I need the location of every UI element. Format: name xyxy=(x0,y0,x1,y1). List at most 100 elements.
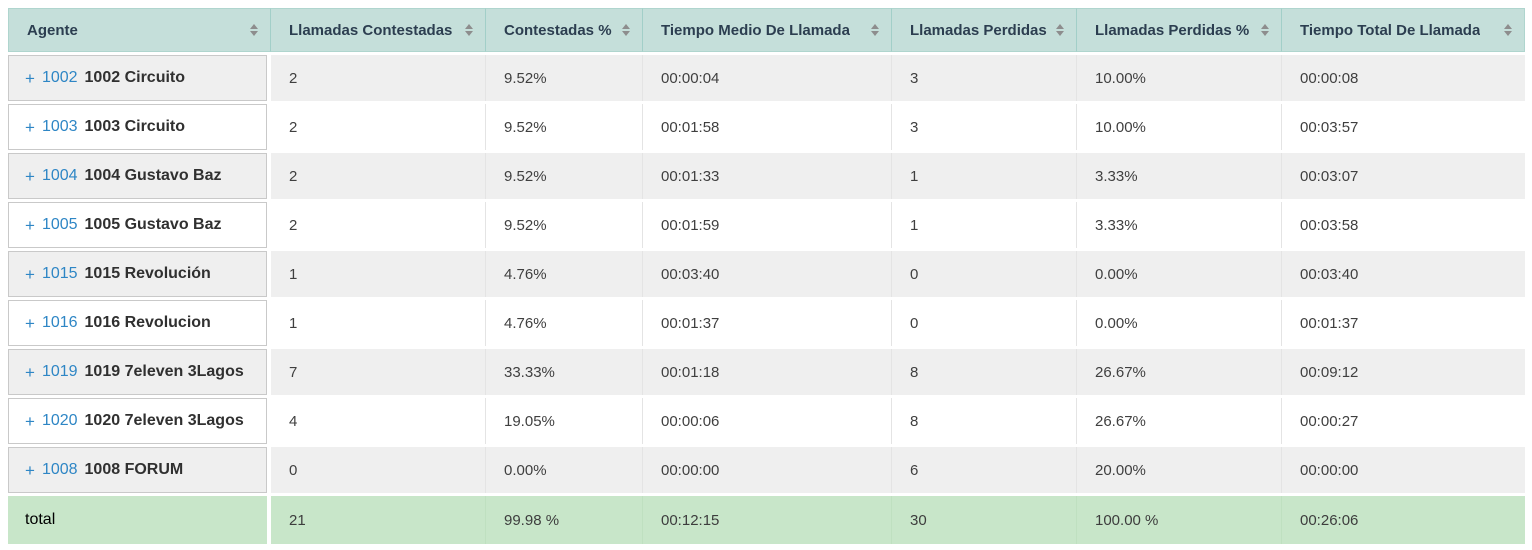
sort-icon[interactable] xyxy=(871,24,879,36)
cell-missed_pct: 3.33% xyxy=(1077,153,1282,199)
cell-missed_pct: 0.00% xyxy=(1077,251,1282,297)
agent-box: +1005 1005 Gustavo Baz xyxy=(8,202,267,248)
sort-desc-triangle-icon xyxy=(622,31,630,36)
agent-extension-link[interactable]: 1008 xyxy=(41,461,78,478)
agent-extension-link[interactable]: 1002 xyxy=(41,69,78,86)
cell-missed: 8 xyxy=(892,349,1077,395)
cell-agent: +1015 1015 Revolución xyxy=(8,251,271,297)
expand-row-icon[interactable]: + xyxy=(25,264,35,284)
sort-icon[interactable] xyxy=(1504,24,1512,36)
agent-extension-link[interactable]: 1019 xyxy=(41,363,78,380)
sort-desc-triangle-icon xyxy=(250,31,258,36)
cell-agent: +1020 1020 7eleven 3Lagos xyxy=(8,398,271,444)
column-header-label: Llamadas Contestadas xyxy=(289,21,453,39)
sort-asc-triangle-icon xyxy=(871,24,879,29)
expand-row-icon[interactable]: + xyxy=(25,117,35,137)
column-header-missed_pct[interactable]: Llamadas Perdidas % xyxy=(1077,8,1282,52)
expand-row-icon[interactable]: + xyxy=(25,68,35,88)
table-row: +1016 1016 Revolucion 1 4.76% 00:01:37 0 0.00%… xyxy=(8,300,1525,346)
cell-avg_time: 00:00:06 xyxy=(643,398,892,444)
agent-name: 1004 Gustavo Baz xyxy=(84,167,222,184)
cell-missed: 1 xyxy=(892,202,1077,248)
cell-agent: +1008 1008 FORUM xyxy=(8,447,271,493)
cell-total_time: 00:03:58 xyxy=(1282,202,1525,248)
column-header-agent[interactable]: Agente xyxy=(8,8,271,52)
agent-box: +1004 1004 Gustavo Baz xyxy=(8,153,267,199)
cell-missed: 1 xyxy=(892,153,1077,199)
sort-desc-triangle-icon xyxy=(1056,31,1064,36)
table-body: +1002 1002 Circuito 2 9.52% 00:00:04 3 10.00% 0… xyxy=(8,55,1525,544)
expand-row-icon[interactable]: + xyxy=(25,362,35,382)
sort-icon[interactable] xyxy=(465,24,473,36)
total-row: total 21 99.98 % 00:12:15 30 100.00 % 00:26:06 xyxy=(8,496,1525,544)
table-row: +1004 1004 Gustavo Baz 2 9.52% 00:01:33 1 3.33… xyxy=(8,153,1525,199)
cell-answered_pct: 4.76% xyxy=(486,251,643,297)
cell-answered: 1 xyxy=(271,300,486,346)
agent-extension-link[interactable]: 1003 xyxy=(41,118,78,135)
cell-total_time: 00:00:00 xyxy=(1282,447,1525,493)
sort-desc-triangle-icon xyxy=(871,31,879,36)
sort-desc-triangle-icon xyxy=(465,31,473,36)
expand-row-icon[interactable]: + xyxy=(25,460,35,480)
sort-asc-triangle-icon xyxy=(1056,24,1064,29)
agent-extension-link[interactable]: 1016 xyxy=(41,314,78,331)
agent-name: 1005 Gustavo Baz xyxy=(84,216,222,233)
agent-extension-link[interactable]: 1005 xyxy=(41,216,78,233)
expand-row-icon[interactable]: + xyxy=(25,215,35,235)
column-header-label: Llamadas Perdidas % xyxy=(1095,21,1250,39)
column-header-label: Tiempo Total De Llamada xyxy=(1300,21,1481,39)
cell-missed_pct: 3.33% xyxy=(1077,202,1282,248)
cell-agent: +1016 1016 Revolucion xyxy=(8,300,271,346)
cell-answered: 7 xyxy=(271,349,486,395)
cell-missed_pct: 26.67% xyxy=(1077,349,1282,395)
cell-answered_pct: 9.52% xyxy=(486,202,643,248)
cell-answered_pct: 0.00% xyxy=(486,447,643,493)
column-header-answered_pct[interactable]: Contestadas % xyxy=(486,8,643,52)
cell-answered: 2 xyxy=(271,202,486,248)
sort-asc-triangle-icon xyxy=(465,24,473,29)
expand-row-icon[interactable]: + xyxy=(25,411,35,431)
column-header-answered[interactable]: Llamadas Contestadas xyxy=(271,8,486,52)
cell-missed: 0 xyxy=(892,300,1077,346)
table-row: +1002 1002 Circuito 2 9.52% 00:00:04 3 10.00% 0… xyxy=(8,55,1525,101)
cell-answered: 2 xyxy=(271,55,486,101)
agent-extension-link[interactable]: 1020 xyxy=(41,412,78,429)
agent-name: 1003 Circuito xyxy=(84,118,186,135)
agent-box: +1008 1008 FORUM xyxy=(8,447,267,493)
column-header-avg_time[interactable]: Tiempo Medio De Llamada xyxy=(643,8,892,52)
cell-avg_time: 00:03:40 xyxy=(643,251,892,297)
cell-missed: 8 xyxy=(892,398,1077,444)
table-row: +1019 1019 7eleven 3Lagos 7 33.33% 00:01:18 8… xyxy=(8,349,1525,395)
cell-total-label: total xyxy=(8,496,271,544)
sort-icon[interactable] xyxy=(1261,24,1269,36)
cell-answered: 2 xyxy=(271,153,486,199)
agent-extension-link[interactable]: 1004 xyxy=(41,167,78,184)
sort-asc-triangle-icon xyxy=(622,24,630,29)
sort-icon[interactable] xyxy=(1056,24,1064,36)
cell-agent: +1019 1019 7eleven 3Lagos xyxy=(8,349,271,395)
agent-name: 1002 Circuito xyxy=(84,69,186,86)
cell-missed: 0 xyxy=(892,251,1077,297)
cell-answered_pct: 19.05% xyxy=(486,398,643,444)
cell-total_time: 00:03:57 xyxy=(1282,104,1525,150)
agent-name: 1015 Revolución xyxy=(84,265,211,282)
cell-total_time: 00:09:12 xyxy=(1282,349,1525,395)
sort-asc-triangle-icon xyxy=(250,24,258,29)
column-header-total_time[interactable]: Tiempo Total De Llamada xyxy=(1282,8,1525,52)
table-row: +1003 1003 Circuito 2 9.52% 00:01:58 3 10.00% 0… xyxy=(8,104,1525,150)
agent-extension-link[interactable]: 1015 xyxy=(41,265,78,282)
column-header-missed[interactable]: Llamadas Perdidas xyxy=(892,8,1077,52)
cell-avg_time: 00:00:00 xyxy=(643,447,892,493)
cell-total_time: 00:00:27 xyxy=(1282,398,1525,444)
cell-answered: 0 xyxy=(271,447,486,493)
expand-row-icon[interactable]: + xyxy=(25,313,35,333)
cell-answered_pct: 99.98 % xyxy=(486,496,643,544)
agent-name: 1016 Revolucion xyxy=(84,314,211,331)
table-row: +1005 1005 Gustavo Baz 2 9.52% 00:01:59 1 3.33… xyxy=(8,202,1525,248)
cell-total_time: 00:03:40 xyxy=(1282,251,1525,297)
expand-row-icon[interactable]: + xyxy=(25,166,35,186)
sort-icon[interactable] xyxy=(250,24,258,36)
cell-total_time: 00:01:37 xyxy=(1282,300,1525,346)
sort-icon[interactable] xyxy=(622,24,630,36)
